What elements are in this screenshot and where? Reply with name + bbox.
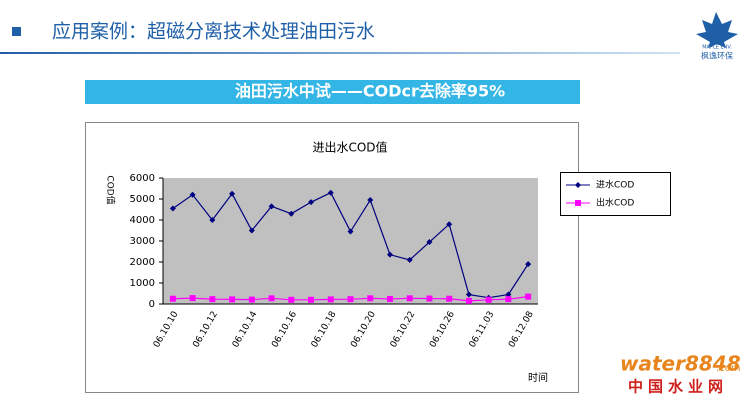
data-point xyxy=(446,295,453,302)
bullet xyxy=(12,27,21,36)
data-point xyxy=(367,295,374,302)
chart-title: 进出水COD值 xyxy=(312,140,387,155)
x-axis-label: 时间 xyxy=(528,371,548,384)
data-point xyxy=(229,296,236,303)
data-point xyxy=(426,295,433,302)
legend-label: 出水COD xyxy=(596,197,634,209)
data-point xyxy=(327,296,334,303)
data-point xyxy=(505,291,512,298)
data-point xyxy=(465,291,472,298)
data-point xyxy=(229,190,236,197)
legend-label: 进水COD xyxy=(596,179,634,191)
legend xyxy=(560,172,671,216)
data-point xyxy=(209,296,216,303)
data-point xyxy=(209,217,216,223)
y-tick-label: 0 xyxy=(149,299,155,310)
watermark-domain: .com xyxy=(716,363,741,374)
data-point xyxy=(288,210,295,217)
data-point xyxy=(347,296,354,303)
banner-text: 油田污水中试——CODcr去除率95% xyxy=(235,82,505,101)
y-tick-label: 4000 xyxy=(130,215,155,226)
legend-marker xyxy=(575,200,581,206)
data-point xyxy=(386,251,393,258)
y-tick-label: 1000 xyxy=(130,278,155,289)
legend-marker xyxy=(575,182,581,188)
data-point xyxy=(268,203,275,210)
data-point xyxy=(525,261,532,268)
data-point xyxy=(406,256,413,263)
data-point xyxy=(288,296,295,303)
watermark-site: 中国水业网 xyxy=(628,378,728,396)
data-point xyxy=(169,205,176,212)
data-point xyxy=(505,296,512,303)
data-point xyxy=(347,228,354,235)
logo-leaf xyxy=(696,12,738,48)
data-point xyxy=(485,296,492,303)
y-tick-label: 2000 xyxy=(130,257,155,268)
data-point xyxy=(308,199,315,206)
data-point xyxy=(386,295,393,302)
data-point xyxy=(268,295,275,302)
data-point xyxy=(189,191,196,198)
data-point xyxy=(308,296,315,303)
data-point xyxy=(248,296,255,303)
plot-area xyxy=(163,178,538,304)
data-point xyxy=(525,293,532,300)
watermark-brand: water8848 xyxy=(620,352,741,376)
header-rule xyxy=(0,52,680,54)
data-point xyxy=(248,227,255,234)
banner xyxy=(85,80,580,104)
y-axis-label: COD值 xyxy=(105,175,117,204)
data-point xyxy=(426,239,433,246)
data-point xyxy=(189,295,196,302)
y-tick-label: 5000 xyxy=(130,194,155,205)
data-point xyxy=(446,221,453,228)
slide-title: 应用案例：超磁分离技术处理油田污水 xyxy=(52,21,375,43)
data-point xyxy=(465,297,472,304)
y-tick-label: 3000 xyxy=(130,236,155,247)
data-point xyxy=(406,295,413,302)
data-point xyxy=(169,295,176,302)
logo-cn: 枫逸环保 xyxy=(701,51,733,61)
logo-en: MAPLE ENV. xyxy=(702,45,732,51)
y-tick-label: 6000 xyxy=(130,173,155,184)
data-point xyxy=(367,197,374,204)
data-point xyxy=(327,189,334,196)
